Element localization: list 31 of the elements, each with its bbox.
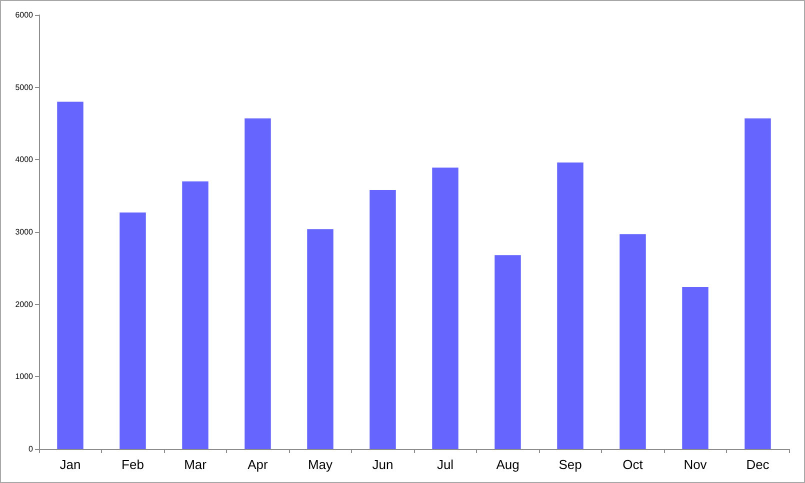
y-tick-label: 5000 bbox=[15, 82, 34, 92]
x-tick-label: Nov bbox=[684, 457, 708, 472]
x-tick-label: May bbox=[308, 457, 334, 472]
x-tick-label: Jan bbox=[60, 457, 81, 472]
bar bbox=[494, 255, 521, 449]
x-tick-label: Feb bbox=[122, 457, 144, 472]
bar bbox=[120, 212, 146, 449]
bar bbox=[244, 118, 271, 449]
x-tick-label: Mar bbox=[184, 457, 208, 472]
y-tick-label: 6000 bbox=[15, 10, 34, 20]
bar bbox=[744, 118, 771, 449]
y-tick-label: 1000 bbox=[15, 372, 34, 382]
y-tick-label: 0 bbox=[28, 444, 34, 454]
x-tick-label: Apr bbox=[248, 457, 269, 472]
bar bbox=[557, 162, 584, 449]
bar bbox=[620, 234, 646, 449]
y-tick-label: 3000 bbox=[15, 228, 34, 236]
bar bbox=[682, 286, 708, 449]
x-tick-label: Aug bbox=[496, 457, 520, 472]
bar bbox=[370, 190, 396, 449]
y-tick-label: 2000 bbox=[15, 300, 34, 309]
x-tick-label: Dec bbox=[746, 457, 770, 472]
x-tick-label: Sep bbox=[558, 457, 582, 472]
bar bbox=[57, 102, 84, 449]
x-tick-label: Jun bbox=[372, 457, 394, 472]
bar bbox=[307, 229, 334, 449]
x-tick-label: Jul bbox=[436, 457, 454, 472]
x-tick-label: Oct bbox=[622, 457, 644, 472]
bar bbox=[182, 181, 208, 449]
bar bbox=[432, 168, 458, 449]
y-tick-label: 4000 bbox=[15, 155, 34, 164]
